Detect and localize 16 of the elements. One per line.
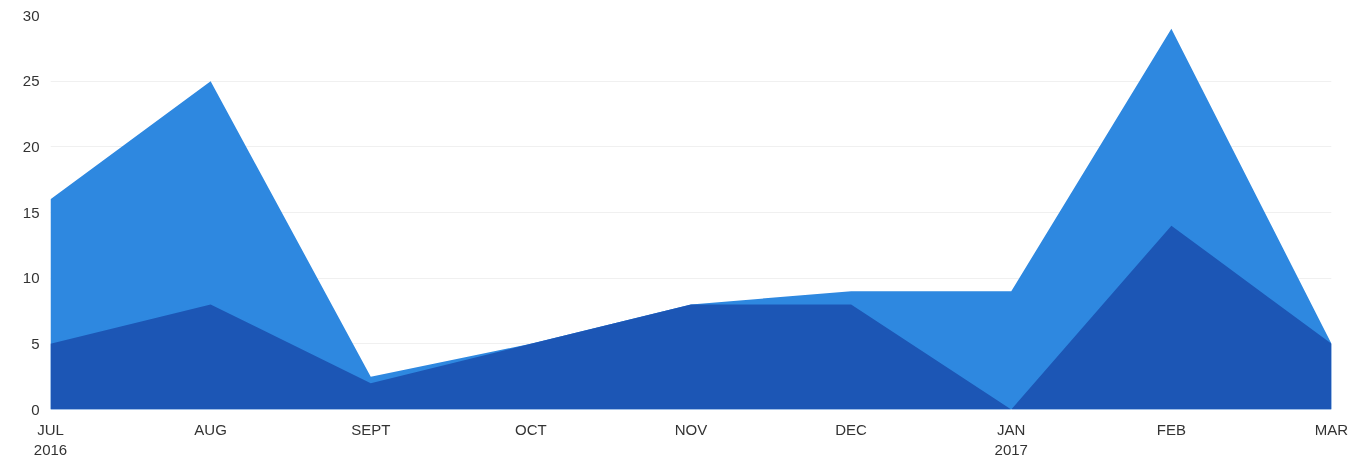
x-tick-label: MAR [1314, 420, 1349, 438]
y-tick-label: 0 [31, 400, 40, 418]
x-tick-label: JUL 2016 [33, 420, 68, 458]
x-tick-label: JAN 2017 [994, 420, 1028, 458]
x-tick-label: FEB [1156, 420, 1186, 438]
y-tick-label: 20 [22, 137, 40, 155]
x-tick-label: DEC [835, 420, 868, 438]
x-tick-label: NOV [674, 420, 708, 438]
y-tick-label: 25 [22, 72, 40, 90]
y-tick-label: 15 [22, 203, 40, 221]
x-tick-label: OCT [515, 420, 547, 438]
x-tick-label: SEPT [351, 420, 391, 438]
y-tick-label: 10 [22, 269, 40, 287]
x-tick-label: AUG [194, 420, 227, 438]
y-tick-label: 5 [31, 334, 40, 352]
y-tick-label: 30 [22, 6, 40, 24]
